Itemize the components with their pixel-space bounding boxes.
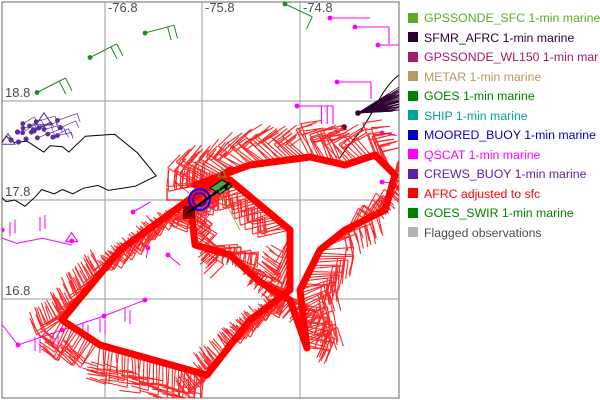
svg-text:-76.8: -76.8 [108,0,138,15]
svg-text:-74.8: -74.8 [303,0,333,15]
svg-text:18.8: 18.8 [5,85,30,100]
svg-text:17.8: 17.8 [5,184,30,199]
svg-text:-75.8: -75.8 [205,0,235,15]
svg-text:16.8: 16.8 [5,283,30,298]
